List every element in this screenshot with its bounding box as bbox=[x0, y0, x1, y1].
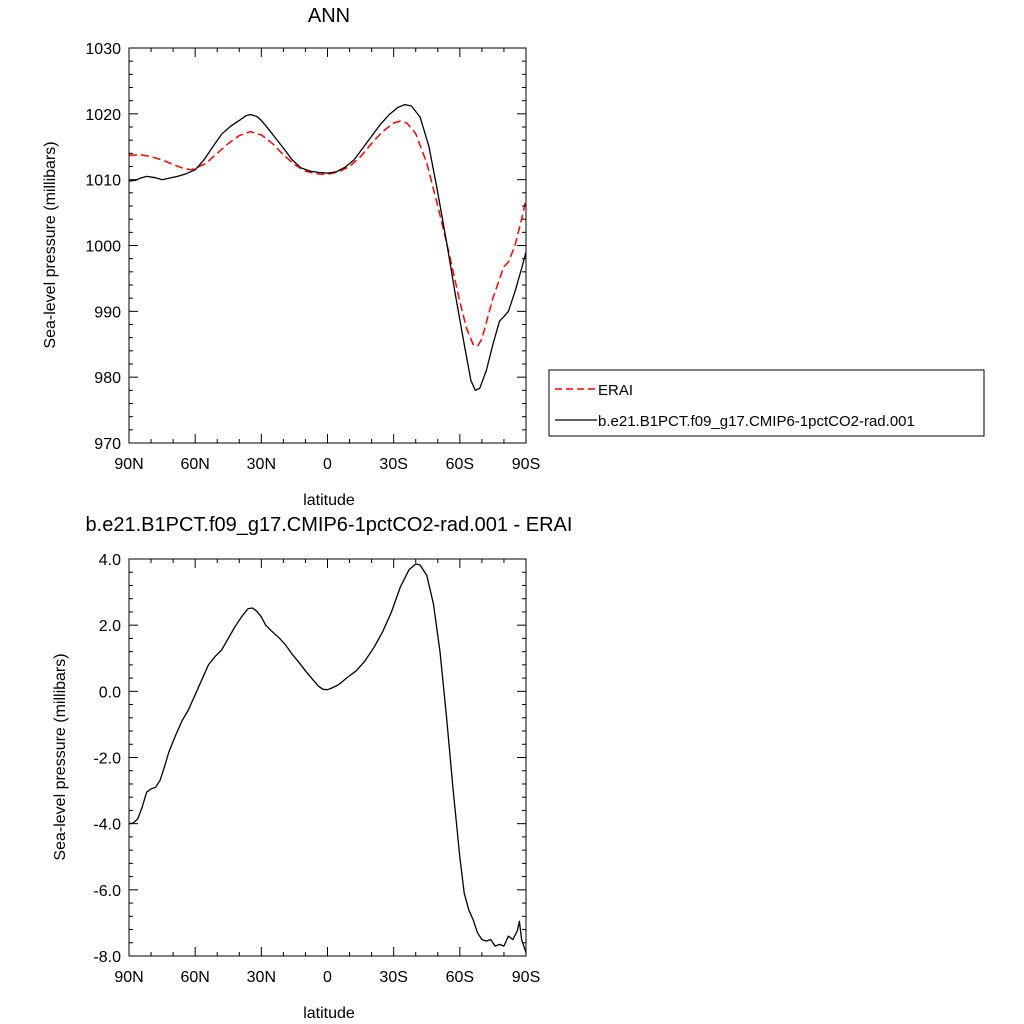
top-y-tick-label: 980 bbox=[94, 370, 121, 387]
top-x-tick-label: 60S bbox=[446, 456, 474, 473]
bottom-series-line-0 bbox=[128, 563, 527, 953]
bottom-y-tick-label: 4.0 bbox=[99, 552, 121, 569]
top-chart-x-axis-label: latitude bbox=[303, 492, 355, 509]
top-chart-x-tick-labels: 90N 60N 30N 0 30S 60S 90S bbox=[114, 456, 540, 473]
bottom-chart-ticks bbox=[128, 558, 527, 957]
bottom-chart-y-axis-label: Sea-level pressure (millibars) bbox=[52, 653, 69, 860]
top-x-tick-label: 0 bbox=[323, 456, 332, 473]
top-chart-frame bbox=[128, 47, 527, 444]
bottom-y-tick-label: -4.0 bbox=[93, 817, 121, 834]
bottom-x-tick-label: 90S bbox=[512, 969, 540, 986]
top-chart-panel: ANN 90N 60N 30N 0 30S 60S 90S 970 980 990 1000 101… bbox=[42, 5, 985, 509]
top-chart-y-axis-label: Sea-level pressure (millibars) bbox=[42, 141, 59, 348]
bottom-chart-curves bbox=[128, 563, 527, 953]
bottom-y-tick-label: -2.0 bbox=[93, 751, 121, 768]
top-chart-title: ANN bbox=[308, 5, 350, 27]
top-x-tick-label: 90S bbox=[512, 456, 540, 473]
bottom-x-tick-label: 30S bbox=[379, 969, 407, 986]
bottom-y-tick-label: 2.0 bbox=[99, 618, 121, 635]
bottom-y-tick-label: 0.0 bbox=[99, 684, 121, 701]
top-series-line-1 bbox=[128, 103, 527, 391]
top-x-tick-label: 30S bbox=[379, 456, 407, 473]
top-y-tick-label: 1020 bbox=[85, 107, 121, 124]
top-y-tick-label: 1010 bbox=[85, 173, 121, 190]
top-y-tick-label: 990 bbox=[94, 304, 121, 321]
bottom-y-tick-label: -6.0 bbox=[93, 883, 121, 900]
bottom-chart-x-tick-labels: 90N 60N 30N 0 30S 60S 90S bbox=[114, 969, 540, 986]
bottom-chart-frame bbox=[128, 558, 527, 957]
bottom-x-tick-label: 30N bbox=[247, 969, 276, 986]
top-series-line-0 bbox=[128, 120, 527, 347]
top-chart-y-tick-labels: 970 980 990 1000 1010 1020 1030 bbox=[85, 41, 121, 453]
top-chart-ticks bbox=[128, 47, 527, 444]
legend: ERAI b.e21.B1PCT.f09_g17.CMIP6-1pctCO2-r… bbox=[548, 369, 985, 437]
top-chart-curves bbox=[128, 103, 527, 391]
top-y-tick-label: 1030 bbox=[85, 41, 121, 58]
bottom-x-tick-label: 60N bbox=[180, 969, 209, 986]
legend-box bbox=[548, 369, 985, 437]
top-x-tick-label: 60N bbox=[180, 456, 209, 473]
bottom-y-tick-label: -8.0 bbox=[93, 949, 121, 966]
top-y-tick-label: 970 bbox=[94, 436, 121, 453]
legend-model-label: b.e21.B1PCT.f09_g17.CMIP6-1pctCO2-rad.00… bbox=[598, 413, 915, 430]
bottom-chart-y-tick-labels: -8.0 -6.0 -4.0 -2.0 0.0 2.0 4.0 bbox=[93, 552, 121, 966]
top-x-tick-label: 90N bbox=[114, 456, 143, 473]
bottom-chart-title: b.e21.B1PCT.f09_g17.CMIP6-1pctCO2-rad.00… bbox=[86, 514, 573, 536]
top-x-tick-label: 30N bbox=[247, 456, 276, 473]
top-y-tick-label: 1000 bbox=[85, 239, 121, 256]
bottom-x-tick-label: 90N bbox=[114, 969, 143, 986]
bottom-x-tick-label: 60S bbox=[446, 969, 474, 986]
legend-erai-label: ERAI bbox=[598, 382, 633, 399]
bottom-chart-x-axis-label: latitude bbox=[303, 1005, 355, 1022]
bottom-x-tick-label: 0 bbox=[323, 969, 332, 986]
bottom-chart-panel: b.e21.B1PCT.f09_g17.CMIP6-1pctCO2-rad.00… bbox=[52, 514, 572, 1022]
